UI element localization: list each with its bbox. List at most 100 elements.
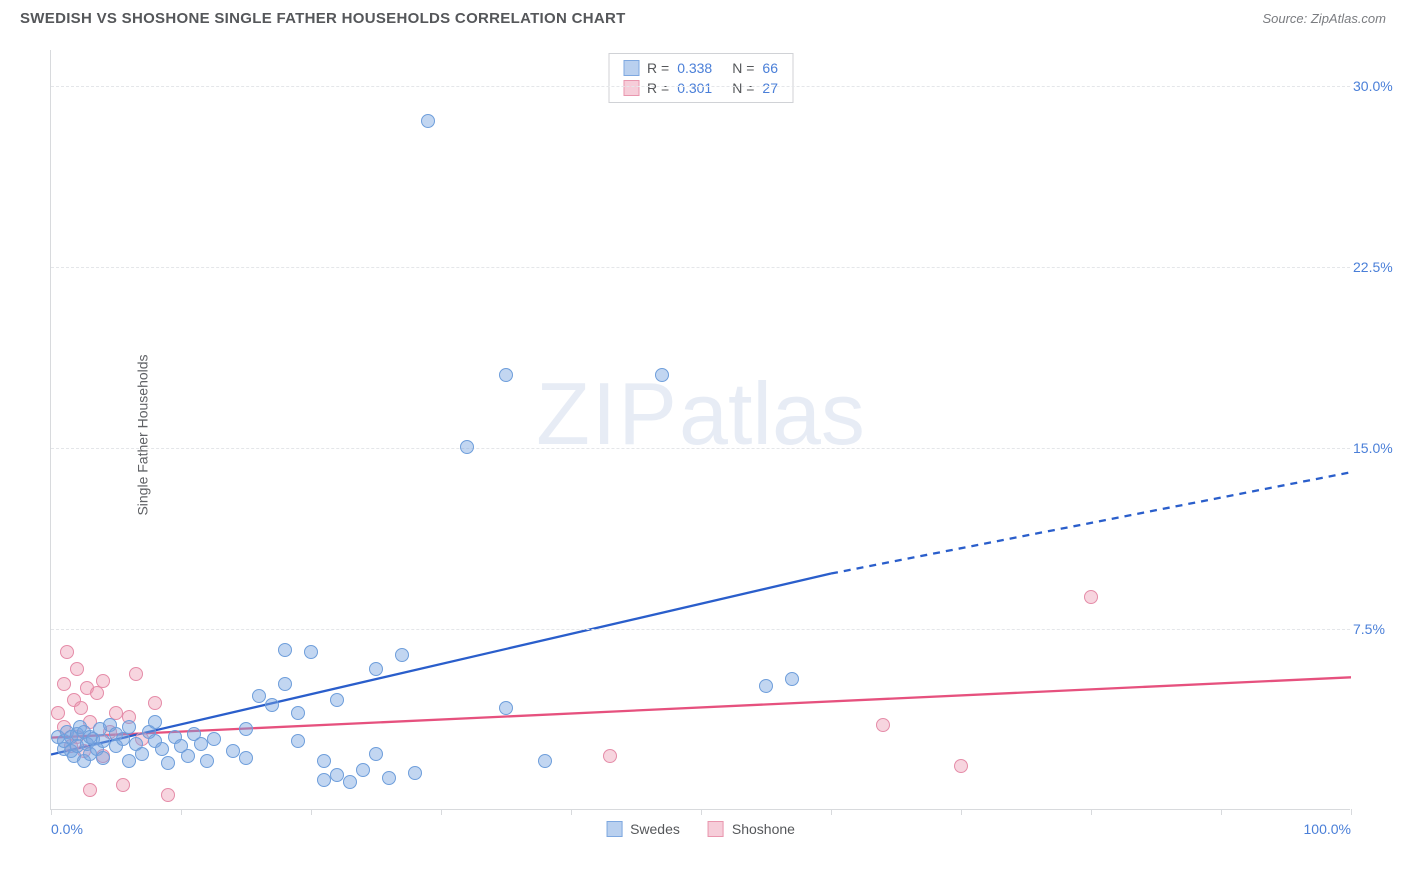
shoshone-point [60, 645, 74, 659]
swedes-point [148, 715, 162, 729]
swedes-swatch-icon [606, 821, 622, 837]
legend-row-shoshone: R =0.301N =27 [623, 78, 778, 98]
swedes-point [207, 732, 221, 746]
swedes-point [291, 734, 305, 748]
n-label: N = [732, 80, 754, 96]
swedes-point [239, 722, 253, 736]
swedes-point [135, 747, 149, 761]
gridline [51, 448, 1350, 449]
plot-region: ZIPatlas R =0.338N =66R =0.301N =27 Swed… [50, 50, 1350, 810]
shoshone-point [51, 706, 65, 720]
shoshone-point [74, 701, 88, 715]
y-tick-label: 15.0% [1353, 440, 1405, 456]
chart-title: SWEDISH VS SHOSHONE SINGLE FATHER HOUSEH… [20, 10, 626, 27]
swedes-point [200, 754, 214, 768]
swedes-point [265, 698, 279, 712]
legend-row-swedes: R = 0.338 N = 66 [623, 58, 778, 78]
shoshone-point [57, 677, 71, 691]
swedes-point [161, 756, 175, 770]
swedes-point [421, 114, 435, 128]
swedes-point [122, 754, 136, 768]
x-tick [571, 809, 572, 815]
source-credit: Source: ZipAtlas.com [1262, 11, 1386, 26]
x-tick [181, 809, 182, 815]
x-tick [1221, 809, 1222, 815]
shoshone-point [96, 674, 110, 688]
y-tick-label: 7.5% [1353, 621, 1405, 637]
swedes-point [330, 693, 344, 707]
swedes-point [304, 645, 318, 659]
shoshone-point [161, 788, 175, 802]
swedes-point [499, 701, 513, 715]
x-tick [1351, 809, 1352, 815]
r-label: R = [647, 80, 669, 96]
n-value: 27 [762, 80, 778, 96]
x-axis-label-left: 0.0% [51, 821, 83, 837]
shoshone-point [70, 662, 84, 676]
watermark: ZIPatlas [536, 363, 865, 465]
swedes-trendline [51, 574, 831, 755]
swedes-point [538, 754, 552, 768]
swedes-point [785, 672, 799, 686]
swedes-point [382, 771, 396, 785]
legend-label: Shoshone [732, 821, 795, 837]
swedes-point [460, 440, 474, 454]
swedes-point [291, 706, 305, 720]
legend-item-shoshone: Shoshone [708, 821, 795, 837]
swedes-point [655, 368, 669, 382]
swedes-point [343, 775, 357, 789]
y-tick-label: 22.5% [1353, 259, 1405, 275]
correlation-legend: R =0.338N =66R =0.301N =27 [608, 53, 793, 103]
trend-lines [51, 50, 1351, 810]
shoshone-point [876, 718, 890, 732]
swedes-point [181, 749, 195, 763]
swedes-point [356, 763, 370, 777]
x-tick [311, 809, 312, 815]
swedes-point [499, 368, 513, 382]
swedes-point [369, 747, 383, 761]
swedes-point [96, 734, 110, 748]
x-axis-label-right: 100.0% [1304, 821, 1351, 837]
swedes-point [122, 720, 136, 734]
shoshone-point [603, 749, 617, 763]
x-tick [51, 809, 52, 815]
r-value: 0.338 [677, 60, 712, 76]
shoshone-point [83, 783, 97, 797]
swedes-point [317, 754, 331, 768]
x-tick [701, 809, 702, 815]
swedes-point [226, 744, 240, 758]
shoshone-swatch-icon [708, 821, 724, 837]
swedes-point [759, 679, 773, 693]
swedes-point [330, 768, 344, 782]
shoshone-point [1084, 590, 1098, 604]
gridline [51, 86, 1350, 87]
swedes-point [239, 751, 253, 765]
shoshone-point [116, 778, 130, 792]
n-value: 66 [762, 60, 778, 76]
legend-item-swedes: Swedes [606, 821, 680, 837]
n-label: N = [732, 60, 754, 76]
swedes-point [369, 662, 383, 676]
swedes-point [155, 742, 169, 756]
swedes-point [317, 773, 331, 787]
swedes-trendline-extrapolated [831, 472, 1351, 573]
swedes-point [395, 648, 409, 662]
swedes-point [278, 643, 292, 657]
swedes-point [408, 766, 422, 780]
x-tick [1091, 809, 1092, 815]
swedes-swatch [623, 60, 639, 76]
swedes-point [96, 751, 110, 765]
legend-label: Swedes [630, 821, 680, 837]
x-tick [441, 809, 442, 815]
swedes-point [252, 689, 266, 703]
swedes-point [194, 737, 208, 751]
gridline [51, 629, 1350, 630]
swedes-point [116, 732, 130, 746]
swedes-point [278, 677, 292, 691]
y-tick-label: 30.0% [1353, 78, 1405, 94]
r-label: R = [647, 60, 669, 76]
shoshone-point [90, 686, 104, 700]
shoshone-point [954, 759, 968, 773]
shoshone-swatch [623, 80, 639, 96]
series-legend: Swedes Shoshone [606, 821, 795, 837]
